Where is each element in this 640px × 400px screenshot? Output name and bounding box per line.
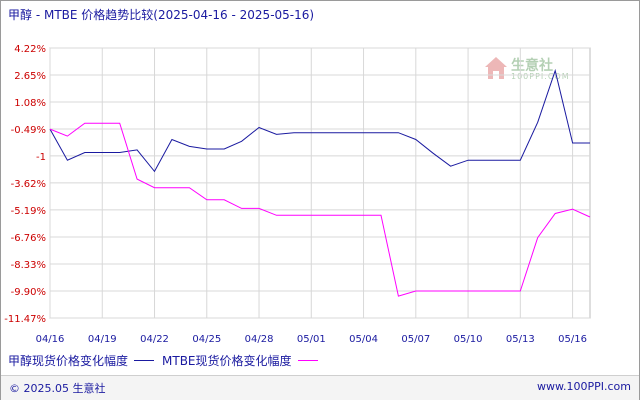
y-tick-label: -1: [36, 152, 46, 163]
x-tick-label: 05/16: [558, 334, 587, 345]
watermark-sub: 100PPI.COM: [511, 72, 570, 81]
y-tick-label: 1.08%: [14, 98, 46, 109]
y-tick-label: -6.76%: [11, 233, 46, 244]
legend-label-methanol: 甲醇现货价格变化幅度: [8, 354, 129, 368]
y-tick-label: -8.33%: [11, 260, 46, 271]
legend-item-methanol: 甲醇现货价格变化幅度: [8, 352, 155, 369]
x-tick-label: 04/22: [140, 334, 169, 345]
x-tick-label: 04/19: [88, 334, 117, 345]
legend-swatch-methanol: [134, 360, 155, 361]
y-tick-label: 4.22%: [14, 44, 46, 55]
site-link[interactable]: www.100PPI.com: [537, 380, 631, 393]
legend-swatch-mtbe: [297, 360, 318, 361]
x-tick-label: 05/10: [454, 334, 483, 345]
chart-legend: 甲醇现货价格变化幅度 MTBE现货价格变化幅度: [8, 352, 326, 369]
legend-item-mtbe: MTBE现货价格变化幅度: [162, 352, 318, 369]
chart-series: [49, 68, 591, 297]
copyright-text: © 2025.05 生意社: [9, 382, 106, 395]
x-tick-label: 04/25: [192, 334, 221, 345]
x-tick-label: 05/01: [297, 334, 326, 345]
y-tick-label: -5.19%: [11, 206, 46, 217]
y-tick-label: 2.65%: [14, 71, 46, 82]
x-tick-label: 05/04: [349, 334, 378, 345]
legend-label-mtbe: MTBE现货价格变化幅度: [162, 354, 292, 368]
x-tick-label: 05/13: [506, 334, 535, 345]
chart-grid: [49, 47, 591, 319]
footer-bar: © 2025.05 生意社 www.100PPI.com: [1, 375, 639, 400]
y-tick-label: -9.90%: [11, 287, 46, 298]
chart-title: 甲醇 - MTBE 价格趋势比较(2025-04-16 - 2025-05-16…: [8, 8, 315, 22]
x-tick-label: 04/28: [245, 334, 274, 345]
x-tick-label: 05/07: [401, 334, 430, 345]
series-line-1: [49, 122, 591, 297]
y-axis: 4.22% 2.65% 1.08% -0.49% -1 -3.62% -5.19% -6.76…: [4, 44, 46, 325]
x-axis: 04/16 04/19 04/22 04/25 04/28 05/01 05/04 05/07…: [36, 334, 587, 345]
watermark-name: 生意社: [511, 58, 553, 74]
series-line-0: [49, 68, 590, 173]
x-tick-label: 04/16: [36, 334, 65, 345]
y-tick-label: -3.62%: [11, 179, 46, 190]
y-tick-label: -11.47%: [4, 314, 46, 325]
y-tick-label: -0.49%: [11, 125, 46, 136]
